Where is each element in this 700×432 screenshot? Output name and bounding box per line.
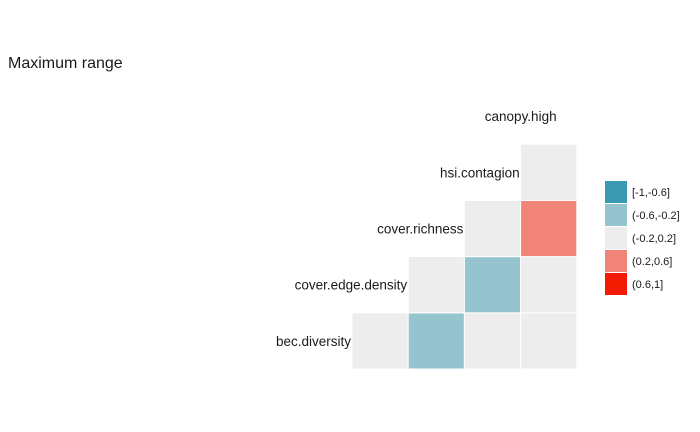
- legend-swatch: [605, 227, 627, 249]
- variable-label: cover.richness: [377, 222, 464, 237]
- heatmap-cell: [407, 256, 465, 314]
- legend-swatch: [605, 250, 627, 272]
- variable-label: bec.diversity: [276, 334, 351, 349]
- legend-label: (-0.6,-0.2]: [632, 210, 680, 222]
- heatmap-cell: [520, 199, 578, 258]
- legend-label: [-1,-0.6]: [632, 187, 670, 199]
- legend: [-1,-0.6] (-0.6,-0.2] (-0.2,0.2] (0.2,0.6] (…: [605, 181, 680, 295]
- variable-labels: bec.diversity cover.edge.density cover.ric…: [276, 109, 557, 349]
- legend-label: (0.2,0.6]: [632, 256, 672, 268]
- variable-label: canopy.high: [485, 109, 557, 124]
- legend-swatch: [605, 181, 627, 203]
- legend-swatch: [605, 273, 627, 295]
- legend-label: (-0.2,0.2]: [632, 233, 676, 245]
- heatmap-cell: [351, 312, 409, 370]
- heatmap-cell: [463, 199, 522, 258]
- heatmap-cell: [520, 256, 578, 314]
- heatmap-cell: [520, 312, 578, 370]
- legend-label: (0.6,1]: [632, 279, 663, 291]
- variable-label: hsi.contagion: [440, 165, 520, 180]
- heatmap-cell: [463, 312, 522, 370]
- heatmap-cells: [351, 143, 578, 370]
- heatmap-cell: [463, 256, 522, 314]
- heatmap-cell: [520, 143, 578, 201]
- legend-swatch: [605, 204, 627, 226]
- chart-title: Maximum range: [8, 55, 123, 72]
- heatmap-cell: [407, 312, 465, 370]
- variable-label: cover.edge.density: [295, 278, 408, 293]
